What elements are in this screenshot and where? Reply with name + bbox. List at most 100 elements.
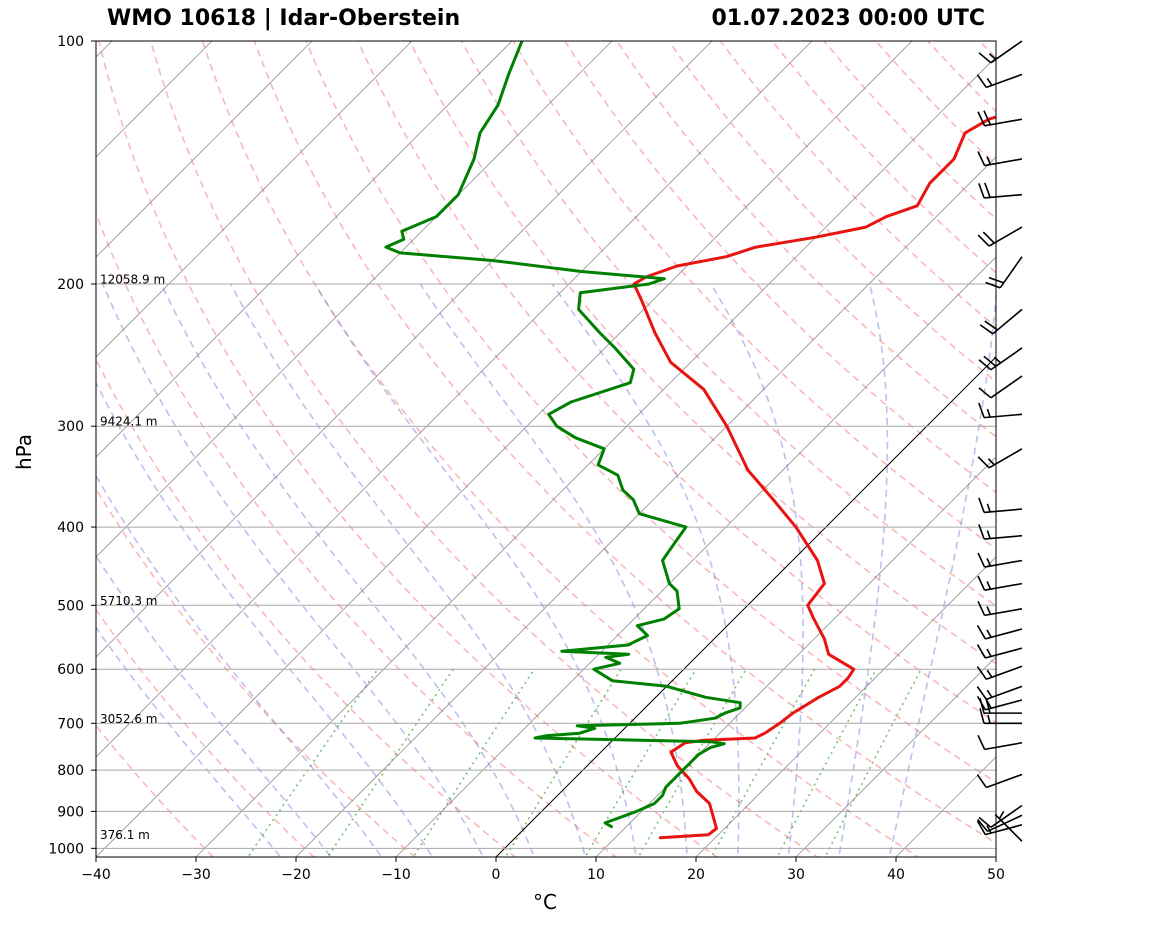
zero-isotherm: [495, 356, 996, 857]
wind-barb-feather: [984, 182, 991, 198]
wind-barb: [976, 665, 1023, 681]
dry-adiabat: [96, 357, 517, 857]
moist-adiabat: [551, 283, 740, 857]
moist-adiabat: [314, 283, 638, 857]
wind-barb-staff: [990, 375, 1023, 399]
mixing-ratio-line: [776, 668, 877, 857]
dry-adiabat: [823, 41, 996, 220]
wind-barb-feather: [976, 820, 986, 836]
moist-adiabat: [710, 283, 804, 857]
wind-barb-feather: [977, 734, 986, 750]
moist-adiabat: [96, 381, 434, 857]
height-annotation: 376.1 m: [100, 828, 150, 842]
wind-barb: [977, 151, 1023, 167]
wind-barb-staff: [984, 559, 1023, 568]
wind-barb: [978, 497, 1023, 514]
wind-barb: [978, 182, 1023, 199]
wind-barb-half-feather: [986, 669, 993, 678]
dry-adiabat: [96, 487, 416, 857]
y-tick-label: 400: [57, 520, 84, 536]
height-annotation: 12058.9 m: [100, 273, 165, 287]
wind-barb-half-feather: [986, 77, 993, 86]
wind-barb-feather: [976, 625, 986, 640]
wind-barb-half-feather: [993, 356, 1002, 364]
wind-barb-feather: [979, 708, 985, 724]
dry-adiabat: [96, 211, 618, 857]
moist-adiabat: [419, 283, 688, 857]
dry-adiabat: [615, 41, 996, 438]
isotherm: [96, 41, 713, 658]
wind-barb: [978, 524, 1023, 540]
wind-barb-staff: [985, 699, 1023, 711]
wind-barb-half-feather: [986, 557, 992, 567]
height-annotations: 12058.9 m 9424.1 m 5710.3 m 3052.6 m 376.1 m: [100, 273, 165, 842]
wind-barb-staff: [984, 413, 1023, 419]
wind-barb-half-feather: [986, 408, 991, 418]
wind-barb-staff: [990, 347, 1023, 371]
wind-barb-staff: [988, 226, 1023, 247]
wind-barb-half-feather: [986, 156, 992, 165]
mixing-ratio-line: [246, 668, 379, 857]
wind-barb-feather: [978, 359, 992, 371]
wind-barb-feather: [978, 183, 985, 199]
y-tick-label: 700: [57, 716, 84, 732]
x-tick-label: 20: [687, 867, 705, 883]
wind-barb-staff: [990, 804, 1023, 828]
wind-barb: [976, 695, 1023, 711]
mixing-ratio-line: [824, 668, 922, 857]
wind-barb-feather: [976, 686, 987, 700]
isotherm: [96, 41, 613, 558]
wind-barb-feather: [977, 552, 986, 568]
wind-barb-half-feather: [986, 530, 991, 539]
wind-barb-feather: [977, 575, 986, 591]
wind-barb: [977, 600, 1023, 617]
dewpoint-line: [384, 41, 742, 829]
wind-barb-half-feather: [986, 503, 991, 513]
dry-adiabat: [874, 41, 996, 167]
isotherm: [96, 41, 513, 458]
wind-barb-half-feather: [987, 458, 995, 466]
wind-barb: [977, 734, 1023, 751]
moist-adiabat: [229, 283, 587, 857]
wind-barbs: [976, 40, 1023, 842]
mixing-ratio-line: [412, 668, 535, 857]
wind-barb-feather: [984, 320, 998, 331]
wind-barb-staff: [985, 824, 1023, 836]
wind-barb-feather: [978, 402, 985, 418]
wind-barb-staff: [984, 534, 1023, 540]
wind-barb-feather: [976, 818, 989, 832]
wind-barb-feather: [977, 151, 986, 166]
wind-barb-feather: [977, 111, 986, 127]
y-tick-label: 900: [57, 804, 84, 820]
moist-adiabat: [160, 283, 536, 857]
x-tick-label: 50: [987, 867, 1005, 883]
wind-barb-staff: [984, 582, 1023, 591]
dry-adiabat: [357, 41, 996, 724]
y-tick-label: 200: [57, 277, 84, 293]
wind-barb-staff: [986, 665, 1023, 681]
dry-adiabat: [201, 41, 920, 857]
wind-barb-half-feather: [986, 629, 992, 638]
wind-barb-feather: [977, 456, 990, 469]
isotherm: [995, 856, 996, 857]
wind-barb: [979, 708, 1022, 725]
height-annotation: 9424.1 m: [100, 415, 158, 429]
profile-series: [384, 41, 996, 840]
x-tick-label: −10: [381, 867, 411, 883]
wind-barb: [978, 40, 1023, 64]
wind-barb: [976, 73, 1023, 89]
mixing-ratio-line: [584, 668, 697, 857]
x-axis-label: °C: [533, 890, 557, 914]
x-tick-label: 0: [492, 867, 501, 883]
wind-barb-staff: [986, 73, 1023, 89]
wind-barb-half-feather: [998, 810, 1005, 820]
moist-adiabat: [96, 474, 383, 857]
moist-adiabat: [888, 287, 996, 857]
isotherm: [96, 41, 813, 758]
isotherm: [695, 556, 996, 857]
wind-barb-staff: [999, 256, 1023, 289]
dry-adiabat: [149, 41, 819, 857]
wind-barb-feather: [978, 816, 992, 828]
x-tick-label: 40: [887, 867, 905, 883]
